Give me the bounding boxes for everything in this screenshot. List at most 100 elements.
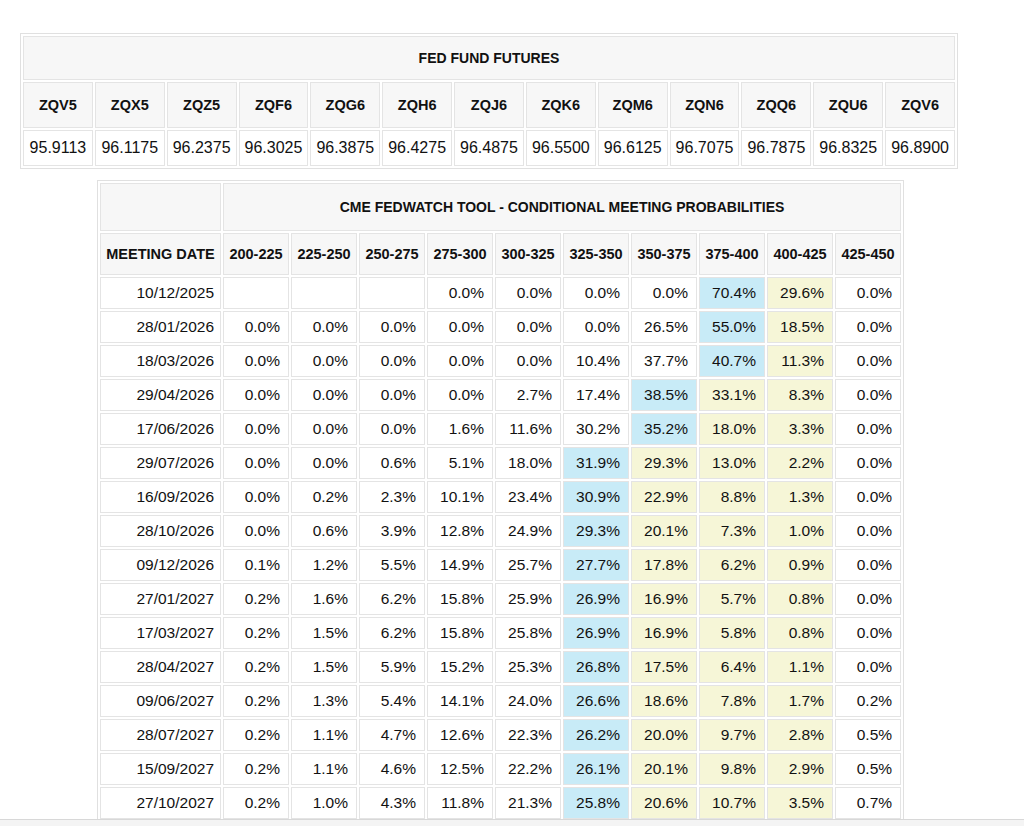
probability-cell: 25.8% — [563, 787, 629, 819]
probability-cell: 9.7% — [699, 719, 765, 751]
rate-range-header: 325-350 — [563, 233, 629, 275]
fedwatch-corner-cell — [100, 183, 221, 231]
probability-cell: 22.2% — [495, 753, 561, 785]
meeting-date-cell: 16/09/2026 — [100, 481, 221, 513]
probability-cell: 22.9% — [631, 481, 697, 513]
probability-cell: 1.2% — [291, 549, 357, 581]
meeting-date-cell: 17/03/2027 — [100, 617, 221, 649]
probability-cell: 0.2% — [223, 719, 289, 751]
probability-cell: 1.1% — [291, 719, 357, 751]
probability-cell: 1.7% — [767, 685, 833, 717]
probability-cell: 4.7% — [359, 719, 425, 751]
probability-cell: 20.1% — [631, 515, 697, 547]
fed-fund-futures-title: FED FUND FUTURES — [23, 36, 955, 80]
probability-cell: 16.9% — [631, 583, 697, 615]
probability-cell: 70.4% — [699, 277, 765, 309]
probability-cell: 12.8% — [427, 515, 493, 547]
probability-cell: 7.8% — [699, 685, 765, 717]
probability-cell: 4.3% — [359, 787, 425, 819]
probability-cell: 29.3% — [631, 447, 697, 479]
fedwatch-table: CME FEDWATCH TOOL - CONDITIONAL MEETING … — [97, 180, 904, 822]
contract-header: ZQH6 — [382, 82, 452, 128]
probability-cell: 35.2% — [631, 413, 697, 445]
contract-header-row: ZQV5ZQX5ZQZ5ZQF6ZQG6ZQH6ZQJ6ZQK6ZQM6ZQN6… — [23, 82, 955, 128]
contract-price: 96.7075 — [670, 130, 740, 166]
probability-cell: 0.0% — [835, 583, 901, 615]
meeting-date-cell: 29/04/2026 — [100, 379, 221, 411]
meeting-date-cell: 28/01/2026 — [100, 311, 221, 343]
probability-cell: 10.4% — [563, 345, 629, 377]
contract-header: ZQJ6 — [454, 82, 524, 128]
meeting-date-cell: 27/10/2027 — [100, 787, 221, 819]
probability-cell: 0.0% — [291, 311, 357, 343]
probability-cell: 5.5% — [359, 549, 425, 581]
probability-cell: 0.0% — [359, 379, 425, 411]
fedwatch-title-row: CME FEDWATCH TOOL - CONDITIONAL MEETING … — [100, 183, 901, 231]
contract-price: 96.8325 — [813, 130, 883, 166]
probability-cell: 0.0% — [223, 311, 289, 343]
probability-cell: 0.0% — [563, 277, 629, 309]
probability-cell: 0.0% — [427, 311, 493, 343]
probability-cell: 55.0% — [699, 311, 765, 343]
probability-cell — [291, 277, 357, 309]
probability-cell: 13.0% — [699, 447, 765, 479]
probability-cell: 26.5% — [631, 311, 697, 343]
contract-price: 96.7875 — [741, 130, 811, 166]
probability-cell: 30.9% — [563, 481, 629, 513]
contract-header: ZQQ6 — [741, 82, 811, 128]
probability-cell: 8.8% — [699, 481, 765, 513]
probability-cell: 2.3% — [359, 481, 425, 513]
probability-cell: 0.0% — [291, 379, 357, 411]
contract-price: 96.8900 — [885, 130, 955, 166]
probability-cell: 17.8% — [631, 549, 697, 581]
contract-header: ZQN6 — [670, 82, 740, 128]
probability-cell: 3.9% — [359, 515, 425, 547]
probability-cell: 12.5% — [427, 753, 493, 785]
probability-cell: 0.2% — [223, 617, 289, 649]
probability-cell: 0.0% — [495, 277, 561, 309]
probability-cell: 22.3% — [495, 719, 561, 751]
probability-cell: 0.0% — [495, 345, 561, 377]
meeting-date-cell: 09/12/2026 — [100, 549, 221, 581]
probability-cell: 26.1% — [563, 753, 629, 785]
probability-cell: 25.7% — [495, 549, 561, 581]
probability-cell: 11.6% — [495, 413, 561, 445]
meeting-row: 18/03/20260.0%0.0%0.0%0.0%0.0%10.4%37.7%… — [100, 345, 901, 377]
probability-cell: 0.0% — [291, 413, 357, 445]
probability-cell: 0.6% — [291, 515, 357, 547]
probability-cell: 27.7% — [563, 549, 629, 581]
probability-cell: 6.2% — [359, 583, 425, 615]
meeting-date-cell: 15/09/2027 — [100, 753, 221, 785]
probability-cell: 17.5% — [631, 651, 697, 683]
probability-cell: 37.7% — [631, 345, 697, 377]
probability-cell: 25.3% — [495, 651, 561, 683]
probability-cell: 0.8% — [767, 583, 833, 615]
probability-cell: 0.0% — [835, 311, 901, 343]
probability-cell: 6.2% — [699, 549, 765, 581]
probability-cell: 10.1% — [427, 481, 493, 513]
probability-cell: 0.0% — [427, 277, 493, 309]
probability-cell: 0.6% — [359, 447, 425, 479]
contract-price: 96.3875 — [310, 130, 380, 166]
probability-cell: 0.0% — [835, 277, 901, 309]
probability-cell: 0.0% — [563, 311, 629, 343]
probability-cell: 1.1% — [767, 651, 833, 683]
probability-cell: 0.2% — [291, 481, 357, 513]
meeting-row: 15/09/20270.2%1.1%4.6%12.5%22.2%26.1%20.… — [100, 753, 901, 785]
probability-cell: 1.3% — [767, 481, 833, 513]
probability-cell: 0.0% — [495, 311, 561, 343]
probability-cell: 30.2% — [563, 413, 629, 445]
fedwatch-title: CME FEDWATCH TOOL - CONDITIONAL MEETING … — [223, 183, 901, 231]
meeting-row: 09/06/20270.2%1.3%5.4%14.1%24.0%26.6%18.… — [100, 685, 901, 717]
contract-price: 95.9113 — [23, 130, 93, 166]
rate-range-header: 275-300 — [427, 233, 493, 275]
contract-price: 96.2375 — [167, 130, 237, 166]
contract-header: ZQU6 — [813, 82, 883, 128]
rate-range-header: 300-325 — [495, 233, 561, 275]
contract-header: ZQM6 — [598, 82, 668, 128]
fed-fund-futures-table: FED FUND FUTURES ZQV5ZQX5ZQZ5ZQF6ZQG6ZQH… — [20, 33, 958, 169]
meeting-row: 28/10/20260.0%0.6%3.9%12.8%24.9%29.3%20.… — [100, 515, 901, 547]
probability-cell: 0.0% — [223, 345, 289, 377]
meeting-row: 27/10/20270.2%1.0%4.3%11.8%21.3%25.8%20.… — [100, 787, 901, 819]
probability-cell: 24.0% — [495, 685, 561, 717]
